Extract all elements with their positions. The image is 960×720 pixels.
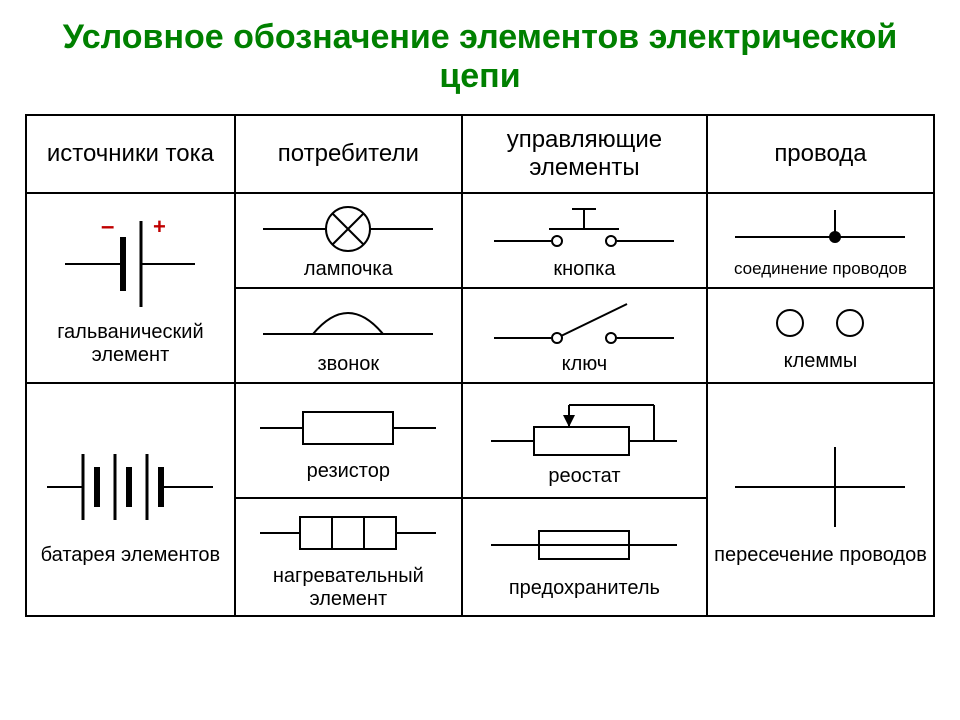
symbols-table: источники тока потребители управляющие э… <box>25 114 935 617</box>
resistor-label: резистор <box>307 460 390 483</box>
cell-button: кнопка <box>462 193 707 288</box>
lamp-icon <box>248 201 448 256</box>
bell-label: звонок <box>318 353 380 376</box>
galvanic-label: гальванический элемент <box>29 321 232 367</box>
cell-heater: нагревательный элемент <box>235 498 462 616</box>
junction-label: соединение проводов <box>734 259 907 279</box>
cell-rheostat: реостат <box>462 383 707 498</box>
terminals-icon <box>720 298 920 348</box>
cell-terminals: клеммы <box>707 288 934 383</box>
fuse-icon <box>479 515 689 575</box>
col-header-controls: управляющие элементы <box>462 115 707 193</box>
rheostat-label: реостат <box>548 465 620 488</box>
svg-text:–: – <box>101 213 114 240</box>
cell-crossing: пересечение проводов <box>707 383 934 616</box>
heater-label: нагревательный элемент <box>238 565 459 611</box>
cell-galvanic: – + гальванический элемент <box>26 193 235 383</box>
cell-lamp: лампочка <box>235 193 462 288</box>
cell-junction: соединение проводов <box>707 193 934 288</box>
cell-battery: батарея элементов <box>26 383 235 616</box>
wire-crossing-icon <box>720 432 920 542</box>
pushbutton-icon <box>479 201 689 256</box>
rheostat-icon <box>479 393 689 463</box>
table-row: батарея элементов резистор <box>26 383 934 498</box>
col-header-sources: источники тока <box>26 115 235 193</box>
table-row: – + гальванический элемент лам <box>26 193 934 288</box>
page-title: Условное обозначение элементов электриче… <box>25 18 935 96</box>
cell-switch: ключ <box>462 288 707 383</box>
col-header-consumers: потребители <box>235 115 462 193</box>
button-label: кнопка <box>553 258 615 281</box>
heater-icon <box>248 503 448 563</box>
battery-icon <box>35 432 225 542</box>
switch-label: ключ <box>562 353 608 376</box>
svg-text:+: + <box>153 214 166 239</box>
col-header-wires: провода <box>707 115 934 193</box>
fuse-label: предохранитель <box>509 577 660 600</box>
lamp-label: лампочка <box>304 258 393 281</box>
crossing-label: пересечение проводов <box>714 544 927 567</box>
cell-bell: звонок <box>235 288 462 383</box>
resistor-icon <box>248 398 448 458</box>
table-header-row: источники тока потребители управляющие э… <box>26 115 934 193</box>
cell-fuse: предохранитель <box>462 498 707 616</box>
switch-icon <box>479 296 689 351</box>
wire-junction-icon <box>720 202 920 257</box>
battery-label: батарея элементов <box>41 544 221 567</box>
terminals-label: клеммы <box>784 350 858 373</box>
galvanic-cell-icon: – + <box>45 209 215 319</box>
bell-icon <box>248 296 448 351</box>
cell-resistor: резистор <box>235 383 462 498</box>
